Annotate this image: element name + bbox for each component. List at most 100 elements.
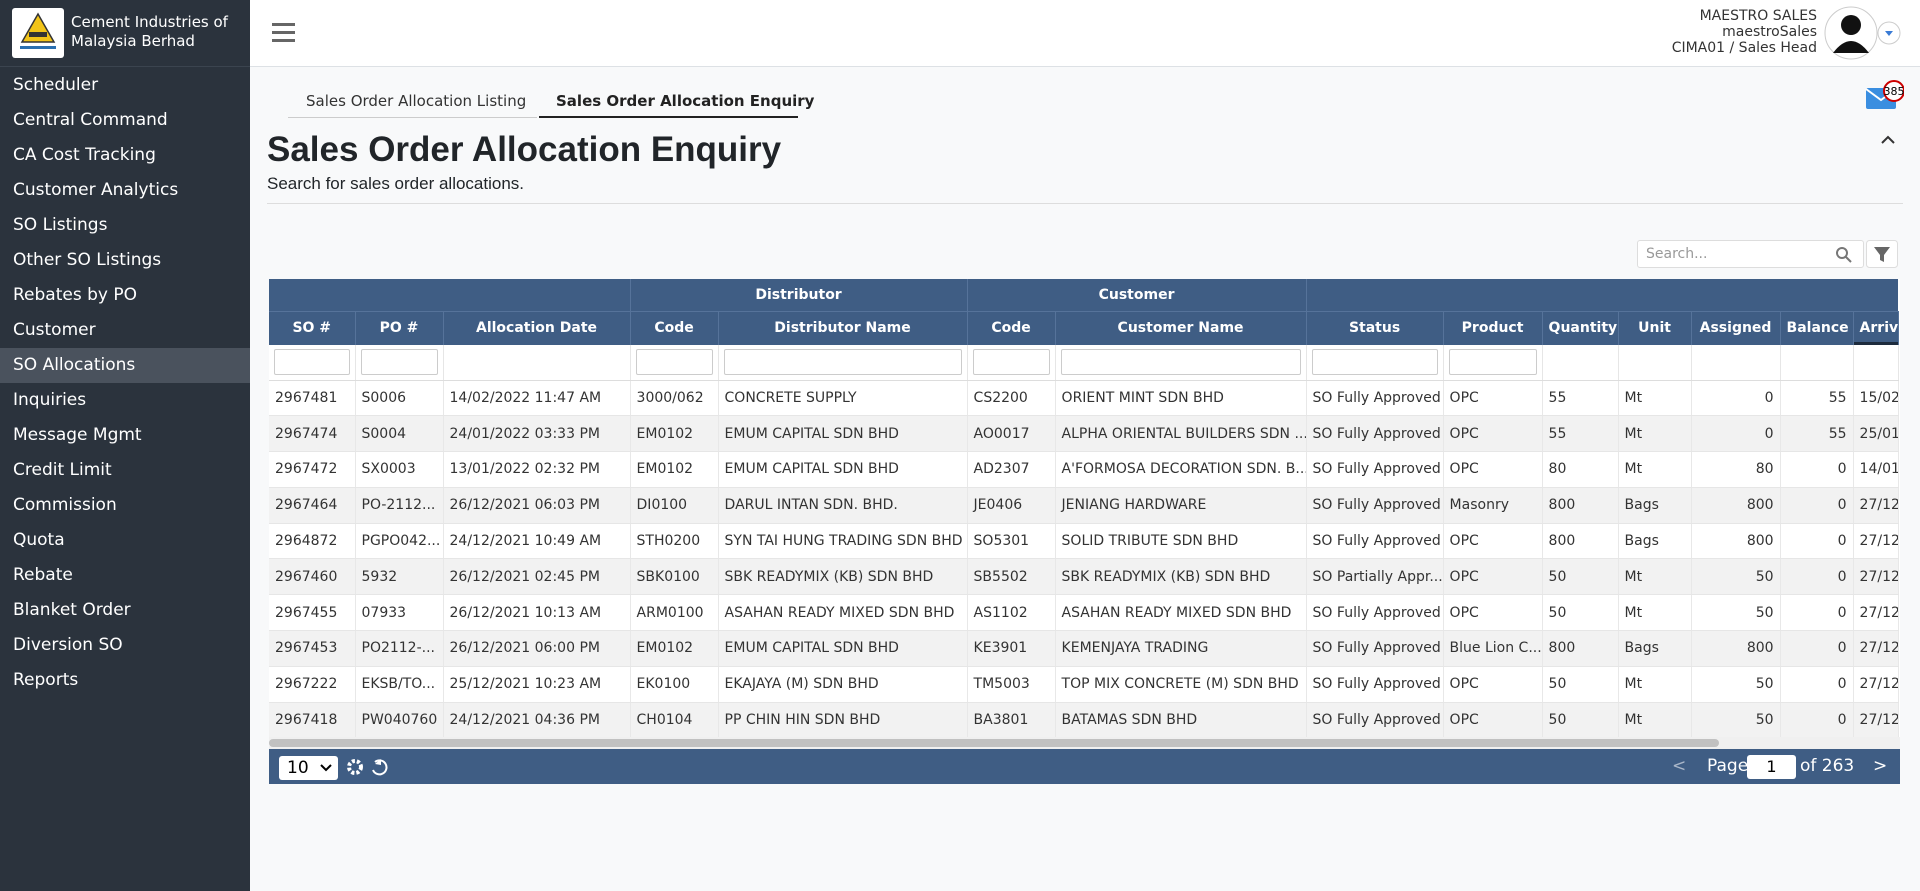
group-header — [269, 279, 631, 311]
table-cell: 800 — [1691, 630, 1781, 667]
table-row[interactable]: 2967418 PW040760 24/12/2021 04:36 PM CH0104… — [269, 702, 1899, 737]
table-footer: 10 < Page 1 of 263 > — [269, 749, 1900, 784]
table-cell: 50 — [1542, 558, 1619, 596]
table-row[interactable]: 2967460 5932 26/12/2021 02:45 PM SBK0100 SBK… — [269, 558, 1899, 596]
nav-item[interactable]: Commission — [13, 495, 117, 515]
tab-active[interactable]: Sales Order Allocation Enquiry — [556, 92, 815, 110]
nav-item[interactable]: Inquiries — [13, 390, 87, 410]
table-cell: SO Fully Approved — [1306, 380, 1444, 417]
nav-item[interactable]: Reports — [13, 670, 79, 690]
table-cell: SO Fully Approved — [1306, 666, 1444, 703]
filter-input[interactable] — [360, 349, 438, 376]
column-header[interactable]: Code — [967, 310, 1056, 345]
user-role: CIMA01 / Sales Head — [1671, 40, 1817, 56]
menu-toggle[interactable] — [272, 21, 296, 45]
nav-item[interactable]: Quota — [13, 530, 65, 550]
table-cell: CONCRETE SUPPLY — [718, 380, 968, 417]
table-cell: SO Fully Approved — [1306, 487, 1444, 524]
filter-input[interactable] — [1448, 349, 1537, 376]
page-input[interactable]: 1 — [1747, 755, 1796, 779]
table-row[interactable]: 2967455 07933 26/12/2021 10:13 AM ARM0100 AS… — [269, 594, 1899, 632]
table-row[interactable]: 2967453 PO2112-... 26/12/2021 06:00 PM EM01… — [269, 630, 1899, 667]
column-header[interactable]: Status — [1306, 310, 1444, 345]
table-tools[interactable] — [345, 756, 395, 778]
table-cell: Bags — [1618, 630, 1692, 667]
table-cell: 0 — [1780, 558, 1854, 596]
column-header-row: SO # PO # Allocation Date Code Distributor N… — [269, 310, 1899, 345]
filter-cell — [1055, 345, 1307, 381]
column-header[interactable]: Allocation Date — [443, 310, 631, 345]
table-cell: ARM0100 — [630, 594, 719, 632]
column-header[interactable]: Assigned — [1691, 310, 1781, 345]
filter-input[interactable] — [723, 349, 962, 376]
filter-input[interactable] — [1311, 349, 1438, 376]
table-cell: 55 — [1780, 415, 1854, 453]
filter-input[interactable] — [972, 349, 1050, 376]
column-header[interactable]: Code — [630, 310, 719, 345]
messages[interactable]: 385 — [1864, 80, 1904, 112]
table-cell: ASAHAN READY MIXED SDN BHD — [1055, 594, 1307, 632]
nav-item[interactable]: Message Mgmt — [13, 425, 142, 445]
table-cell: OPC — [1443, 415, 1543, 453]
column-header[interactable]: Unit — [1618, 310, 1692, 345]
table-cell: 27/12 — [1853, 630, 1899, 667]
table-cell: 26/12/2021 02:45 PM — [443, 558, 631, 596]
table-cell: 27/12 — [1853, 594, 1899, 632]
column-header[interactable]: SO # — [269, 310, 356, 345]
table-row[interactable]: 2967464 PO-2112... 26/12/2021 06:03 PM DI01… — [269, 487, 1899, 524]
table-cell: 800 — [1542, 630, 1619, 667]
filter-input[interactable] — [274, 349, 350, 376]
nav-item[interactable]: Credit Limit — [13, 460, 112, 480]
logo[interactable] — [12, 8, 64, 58]
nav-item[interactable]: CA Cost Tracking — [13, 145, 156, 165]
search-box[interactable]: Search... — [1637, 240, 1864, 268]
nav-item[interactable]: Customer Analytics — [13, 180, 179, 200]
table-cell: SBK0100 — [630, 558, 719, 596]
group-header — [1306, 279, 1899, 311]
nav-item[interactable]: Rebates by PO — [13, 285, 137, 305]
column-header[interactable]: Arriv — [1853, 310, 1899, 345]
table-cell: EM0102 — [630, 630, 719, 667]
table-row[interactable]: 2967472 SX0003 13/01/2022 02:32 PM EM0102 EM… — [269, 451, 1899, 488]
next-page[interactable]: > — [1873, 756, 1888, 776]
column-header[interactable]: Customer Name — [1055, 310, 1307, 345]
table-cell: PO-2112... — [355, 487, 444, 524]
nav-item[interactable]: Blanket Order — [13, 600, 131, 620]
collapse-toggle[interactable] — [1880, 134, 1896, 146]
filter-input[interactable] — [635, 349, 713, 376]
filter-cell — [1443, 345, 1543, 381]
table-cell: CS2200 — [967, 380, 1056, 417]
table-row[interactable]: 2967481 S0006 14/02/2022 11:47 AM 3000/062 C… — [269, 380, 1899, 417]
table-cell: SO5301 — [967, 523, 1056, 560]
filter-cell — [443, 345, 631, 381]
nav-item[interactable]: Diversion SO — [13, 635, 123, 655]
filter-input[interactable] — [1060, 349, 1301, 376]
nav-item[interactable]: Central Command — [13, 110, 168, 130]
user-avatar[interactable] — [1823, 5, 1913, 63]
column-header[interactable]: PO # — [355, 310, 444, 345]
prev-page[interactable]: < — [1672, 756, 1687, 776]
page-size: 10 — [287, 758, 309, 778]
nav-item[interactable]: Rebate — [13, 565, 73, 585]
tab[interactable]: Sales Order Allocation Listing — [306, 92, 527, 110]
page-size-select[interactable]: 10 — [279, 756, 338, 780]
column-header[interactable]: Quantity — [1542, 310, 1619, 345]
nav-item[interactable]: SO Allocations — [0, 348, 250, 383]
table-cell: 50 — [1542, 702, 1619, 737]
table-row[interactable]: 2967222 EKSB/TO... 25/12/2021 10:23 AM EK01… — [269, 666, 1899, 703]
table-cell: 80 — [1691, 451, 1781, 488]
column-header[interactable]: Balance — [1780, 310, 1854, 345]
nav-item[interactable]: Scheduler — [13, 75, 99, 95]
column-header[interactable]: Product — [1443, 310, 1543, 345]
table-cell: 0 — [1691, 415, 1781, 453]
table-row[interactable]: 2964872 PGPO042... 24/12/2021 10:49 AM STH0… — [269, 523, 1899, 560]
table-row[interactable]: 2967474 S0004 24/01/2022 03:33 PM EM0102 EMU… — [269, 415, 1899, 453]
nav-item[interactable]: SO Listings — [13, 215, 108, 235]
filter-button[interactable] — [1866, 240, 1898, 268]
nav-item[interactable]: Customer — [13, 320, 96, 340]
table-cell: SO Fully Approved — [1306, 451, 1444, 488]
scrollbar-thumb[interactable] — [269, 739, 1719, 747]
nav-item[interactable]: Other SO Listings — [13, 250, 162, 270]
column-header[interactable]: Distributor Name — [718, 310, 968, 345]
